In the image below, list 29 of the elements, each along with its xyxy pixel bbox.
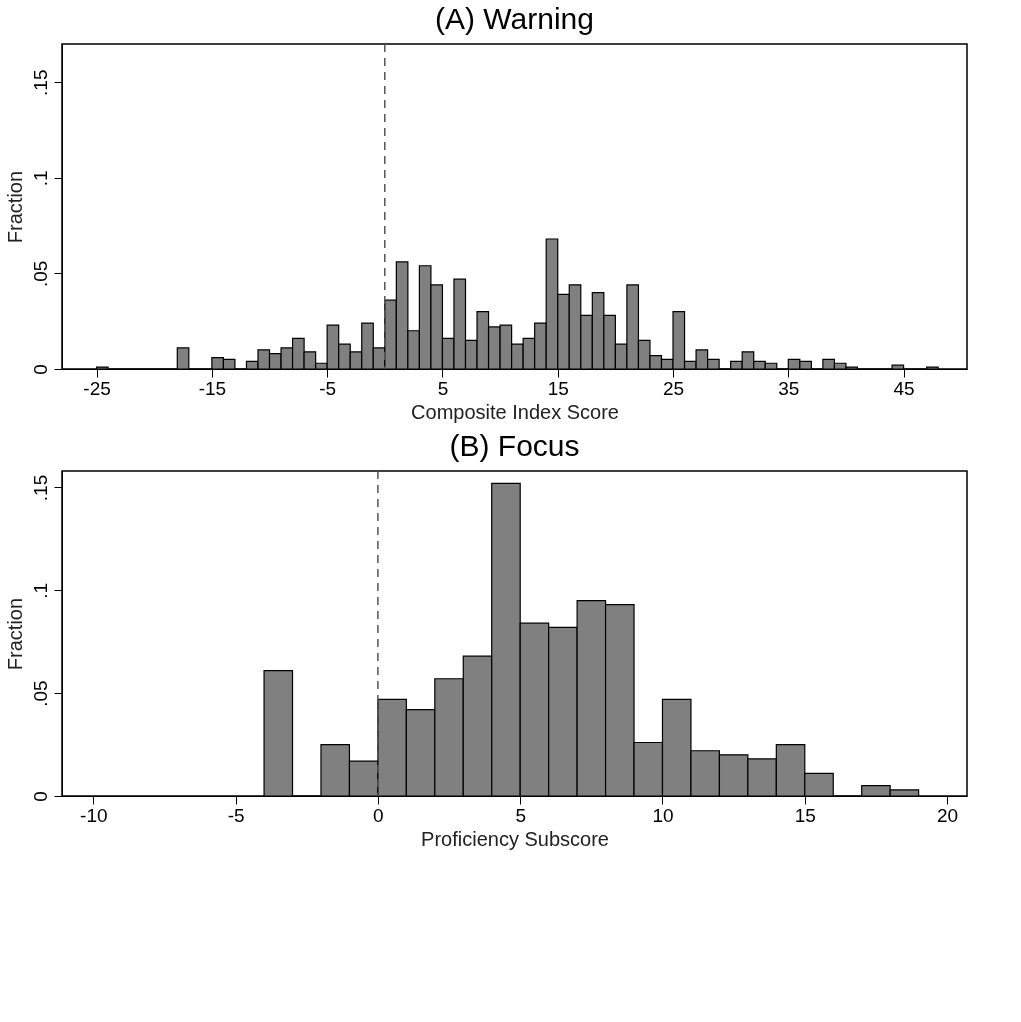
x-tick-label: 10 [652, 804, 674, 826]
chart-title: (A) Warning [435, 2, 594, 36]
x-tick-label: 5 [437, 377, 449, 399]
x-tick-label: -25 [83, 377, 111, 399]
x-tick-label: -5 [319, 377, 337, 399]
x-axis-title: Proficiency Subscore [421, 827, 609, 850]
y-tick-label: .05 [29, 680, 51, 707]
x-tick-label: 0 [373, 804, 384, 826]
x-tick-label: 15 [547, 377, 569, 399]
x-axis-title: Composite Index Score [411, 400, 619, 423]
x-tick-label: 5 [515, 804, 526, 826]
y-tick-label: .1 [29, 582, 51, 599]
y-tick-label: .05 [29, 260, 51, 288]
y-tick-label: 0 [29, 791, 51, 802]
x-tick-label: -5 [227, 804, 245, 826]
y-axis-title: Fraction [3, 170, 26, 244]
x-tick-label: -10 [80, 804, 108, 826]
x-tick-label: -15 [198, 377, 227, 399]
y-tick-label: .15 [29, 69, 51, 96]
x-tick-label: 20 [937, 804, 959, 826]
chart-title: (B) Focus [449, 429, 580, 463]
x-tick-label: 45 [893, 377, 915, 399]
y-tick-label: .15 [29, 474, 51, 502]
y-tick-label: 0 [29, 364, 51, 375]
x-tick-label: 35 [778, 377, 800, 399]
x-tick-label: 25 [662, 377, 685, 399]
y-axis-title: Fraction [3, 597, 26, 671]
y-tick-label: .1 [29, 170, 51, 187]
x-tick-label: 15 [794, 804, 816, 826]
